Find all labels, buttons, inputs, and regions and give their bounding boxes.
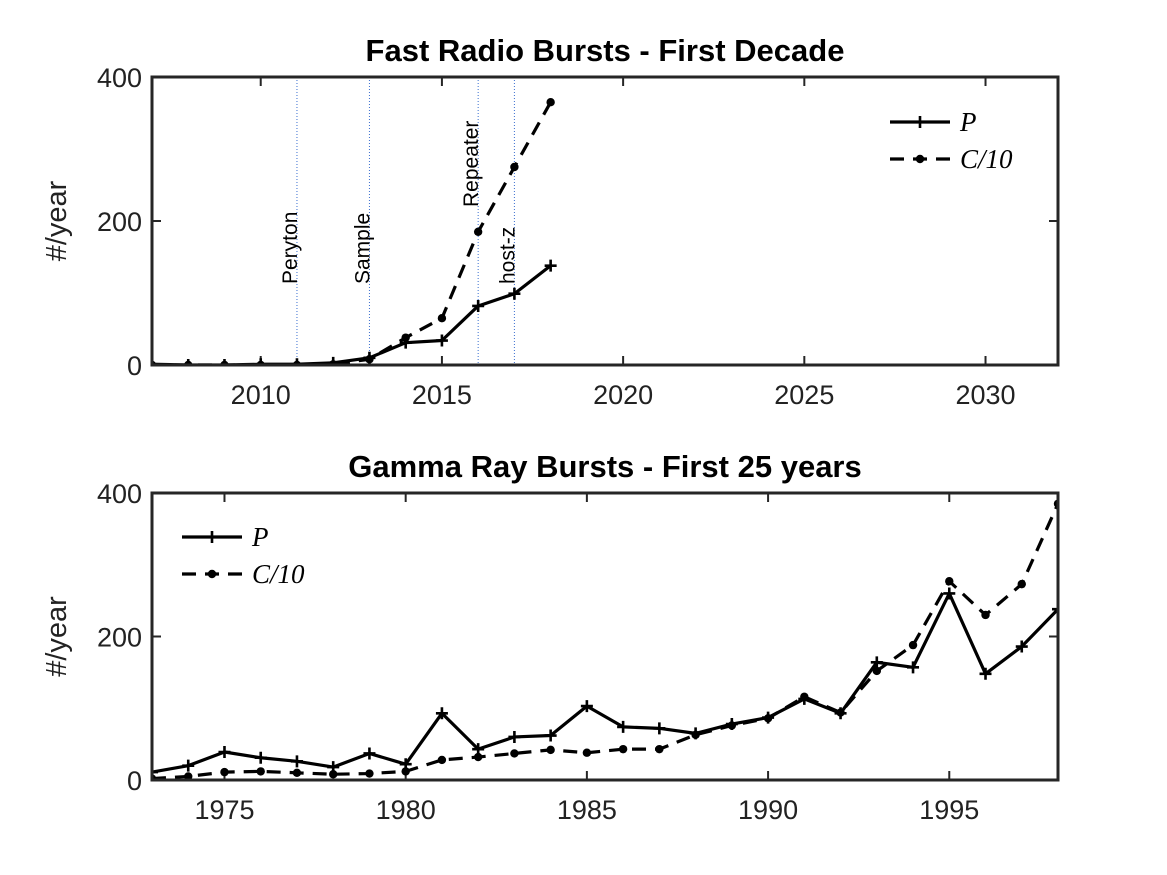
c10-point (437, 755, 447, 765)
p-point (182, 759, 195, 772)
c10-point (401, 767, 410, 776)
x-tick-label: 1975 (194, 795, 254, 825)
x-tick-label: 2010 (231, 380, 291, 410)
axes-box (150, 491, 1060, 782)
series-p-line (152, 591, 1058, 774)
legend-marker (915, 154, 925, 164)
axes-box (150, 75, 1060, 367)
p-point (290, 755, 303, 768)
p-point (544, 729, 557, 742)
p-point (363, 747, 376, 760)
c10-point (365, 355, 374, 364)
c10-point (727, 721, 737, 730)
annotation-label: Sample (351, 213, 374, 284)
legend-marker (207, 569, 217, 579)
p-point (943, 587, 956, 600)
p-point (152, 766, 158, 779)
p-point (254, 751, 267, 764)
y-tick-label: 200 (97, 623, 142, 653)
x-tick-label: 2015 (412, 380, 472, 410)
legend-marker (206, 531, 218, 543)
p-point (580, 700, 593, 713)
chart-2: Gamma Ray Bursts - First 25 years #/year 1… (41, 449, 1060, 825)
chart-title: Fast Radio Bursts - First Decade (366, 33, 845, 68)
c10-point (618, 744, 628, 754)
p-point (435, 334, 448, 347)
c10-point (401, 333, 410, 342)
y-tick-label: 200 (97, 207, 142, 237)
c10-point (908, 640, 918, 650)
c10-point (872, 666, 881, 676)
c10-point (437, 314, 447, 323)
legend-marker (914, 116, 926, 128)
plot-area (152, 499, 1058, 780)
series-p-line (152, 264, 552, 365)
c10-point (473, 227, 483, 236)
c10-point (1017, 579, 1026, 589)
annotation-label: host-z (496, 227, 519, 284)
c10-point (546, 745, 555, 755)
c10-point (691, 730, 700, 739)
c10-point (546, 98, 555, 107)
c10-point (763, 714, 773, 723)
c10-point (365, 769, 374, 778)
y-tick-label: 0 (127, 766, 142, 796)
plot-area (152, 98, 557, 365)
x-tick-label: 1985 (557, 795, 617, 825)
c10-point (256, 767, 265, 776)
x-tick-label: 2030 (955, 380, 1015, 410)
legend-label: P (251, 522, 269, 552)
c10-point (836, 708, 845, 717)
c10-point (800, 692, 809, 701)
x-tick-label: 2025 (774, 380, 834, 410)
legend-label: C/10 (252, 559, 305, 589)
p-point (508, 287, 521, 300)
c10-point (655, 744, 664, 754)
x-tick-label: 1990 (738, 795, 798, 825)
chart-title: Gamma Ray Bursts - First 25 years (348, 449, 861, 484)
p-point (870, 656, 883, 669)
p-point (218, 746, 231, 759)
c10-point (473, 752, 483, 762)
x-tick-label: 1995 (919, 795, 979, 825)
y-tick-label: 0 (127, 351, 142, 381)
c10-point (329, 770, 338, 779)
p-point (617, 720, 630, 733)
x-tick-label: 1980 (376, 795, 436, 825)
c10-point (292, 768, 302, 778)
legend-label: C/10 (960, 144, 1013, 174)
p-point (907, 661, 920, 674)
series-c10-line (152, 503, 1058, 780)
p-point (653, 722, 666, 735)
y-tick-label: 400 (97, 479, 142, 509)
p-point (1052, 603, 1058, 616)
c10-point (582, 748, 592, 757)
y-axis-label: #/year (41, 180, 73, 261)
p-point (979, 667, 992, 680)
annotation-label: Repeater (460, 121, 483, 207)
c10-point (510, 749, 519, 758)
p-point (1015, 640, 1028, 653)
c10-point (510, 162, 519, 172)
c10-point (945, 577, 954, 586)
c10-point (981, 610, 990, 620)
c10-point (184, 772, 193, 780)
y-axis-label: #/year (41, 596, 73, 677)
c10-point (220, 767, 229, 777)
p-point (435, 707, 448, 720)
annotation-label: Peryton (279, 212, 302, 284)
p-point (544, 259, 557, 272)
chart-1: Fast Radio Bursts - First Decade #/year 20… (41, 33, 1060, 410)
p-point (472, 299, 485, 312)
x-tick-label: 2020 (593, 380, 653, 410)
legend-label: P (959, 107, 977, 137)
p-point (508, 730, 521, 743)
y-tick-label: 400 (97, 63, 142, 93)
